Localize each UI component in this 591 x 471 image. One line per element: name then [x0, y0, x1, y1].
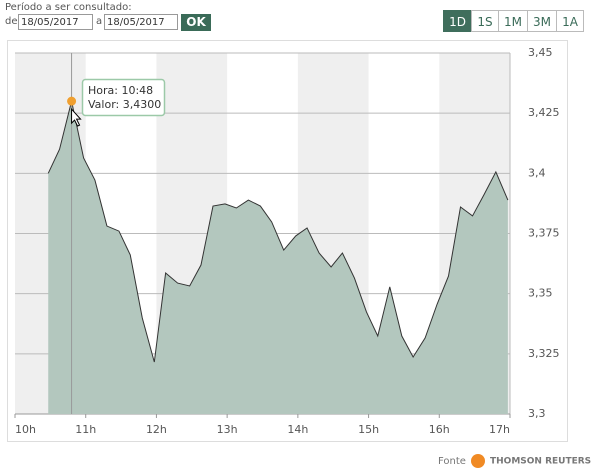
x-tick-label: 14h: [287, 423, 308, 436]
y-tick-label: 3,45: [528, 46, 553, 59]
range-button[interactable]: 1D: [443, 10, 472, 32]
from-date-input[interactable]: 18/05/2017: [18, 14, 93, 30]
provider-logo: [471, 454, 485, 468]
y-tick-label: 3,325: [528, 347, 560, 360]
range-button[interactable]: 1A: [556, 10, 584, 32]
x-tick-label: 11h: [75, 423, 96, 436]
x-tick-label: 17h: [489, 423, 510, 436]
y-tick-label: 3,3: [528, 407, 546, 420]
tooltip-text: Hora: 10:48: [88, 84, 153, 97]
period-label: Período a ser consultado:: [5, 2, 132, 13]
y-tick-label: 3,375: [528, 227, 560, 240]
x-tick-label: 13h: [217, 423, 238, 436]
line: [47, 101, 509, 363]
highlight-point: [67, 96, 77, 106]
to-label: a: [96, 16, 103, 27]
provider-name: THOMSON REUTERS: [490, 457, 591, 467]
to-date-input[interactable]: 18/05/2017: [104, 14, 178, 30]
tooltip-text: Valor: 3,4300: [88, 98, 161, 111]
y-tick-label: 3,4: [528, 166, 546, 179]
x-tick-label: 16h: [429, 423, 450, 436]
source-label: Fonte: [438, 456, 466, 467]
cursor: [71, 107, 82, 127]
x-tick-label: 10h: [15, 423, 36, 436]
range-button[interactable]: 3M: [527, 10, 557, 32]
x-tick-label: 15h: [358, 423, 379, 436]
x-tick-label: 12h: [146, 423, 167, 436]
y-tick-label: 3,35: [528, 287, 553, 300]
area: [48, 101, 508, 414]
from-label: de: [5, 16, 18, 27]
range-button[interactable]: 1M: [498, 10, 528, 32]
tooltip-box: [81, 78, 166, 117]
ok-button[interactable]: OK: [181, 14, 211, 31]
range-button[interactable]: 1S: [471, 10, 499, 32]
y-tick-label: 3,425: [528, 106, 560, 119]
